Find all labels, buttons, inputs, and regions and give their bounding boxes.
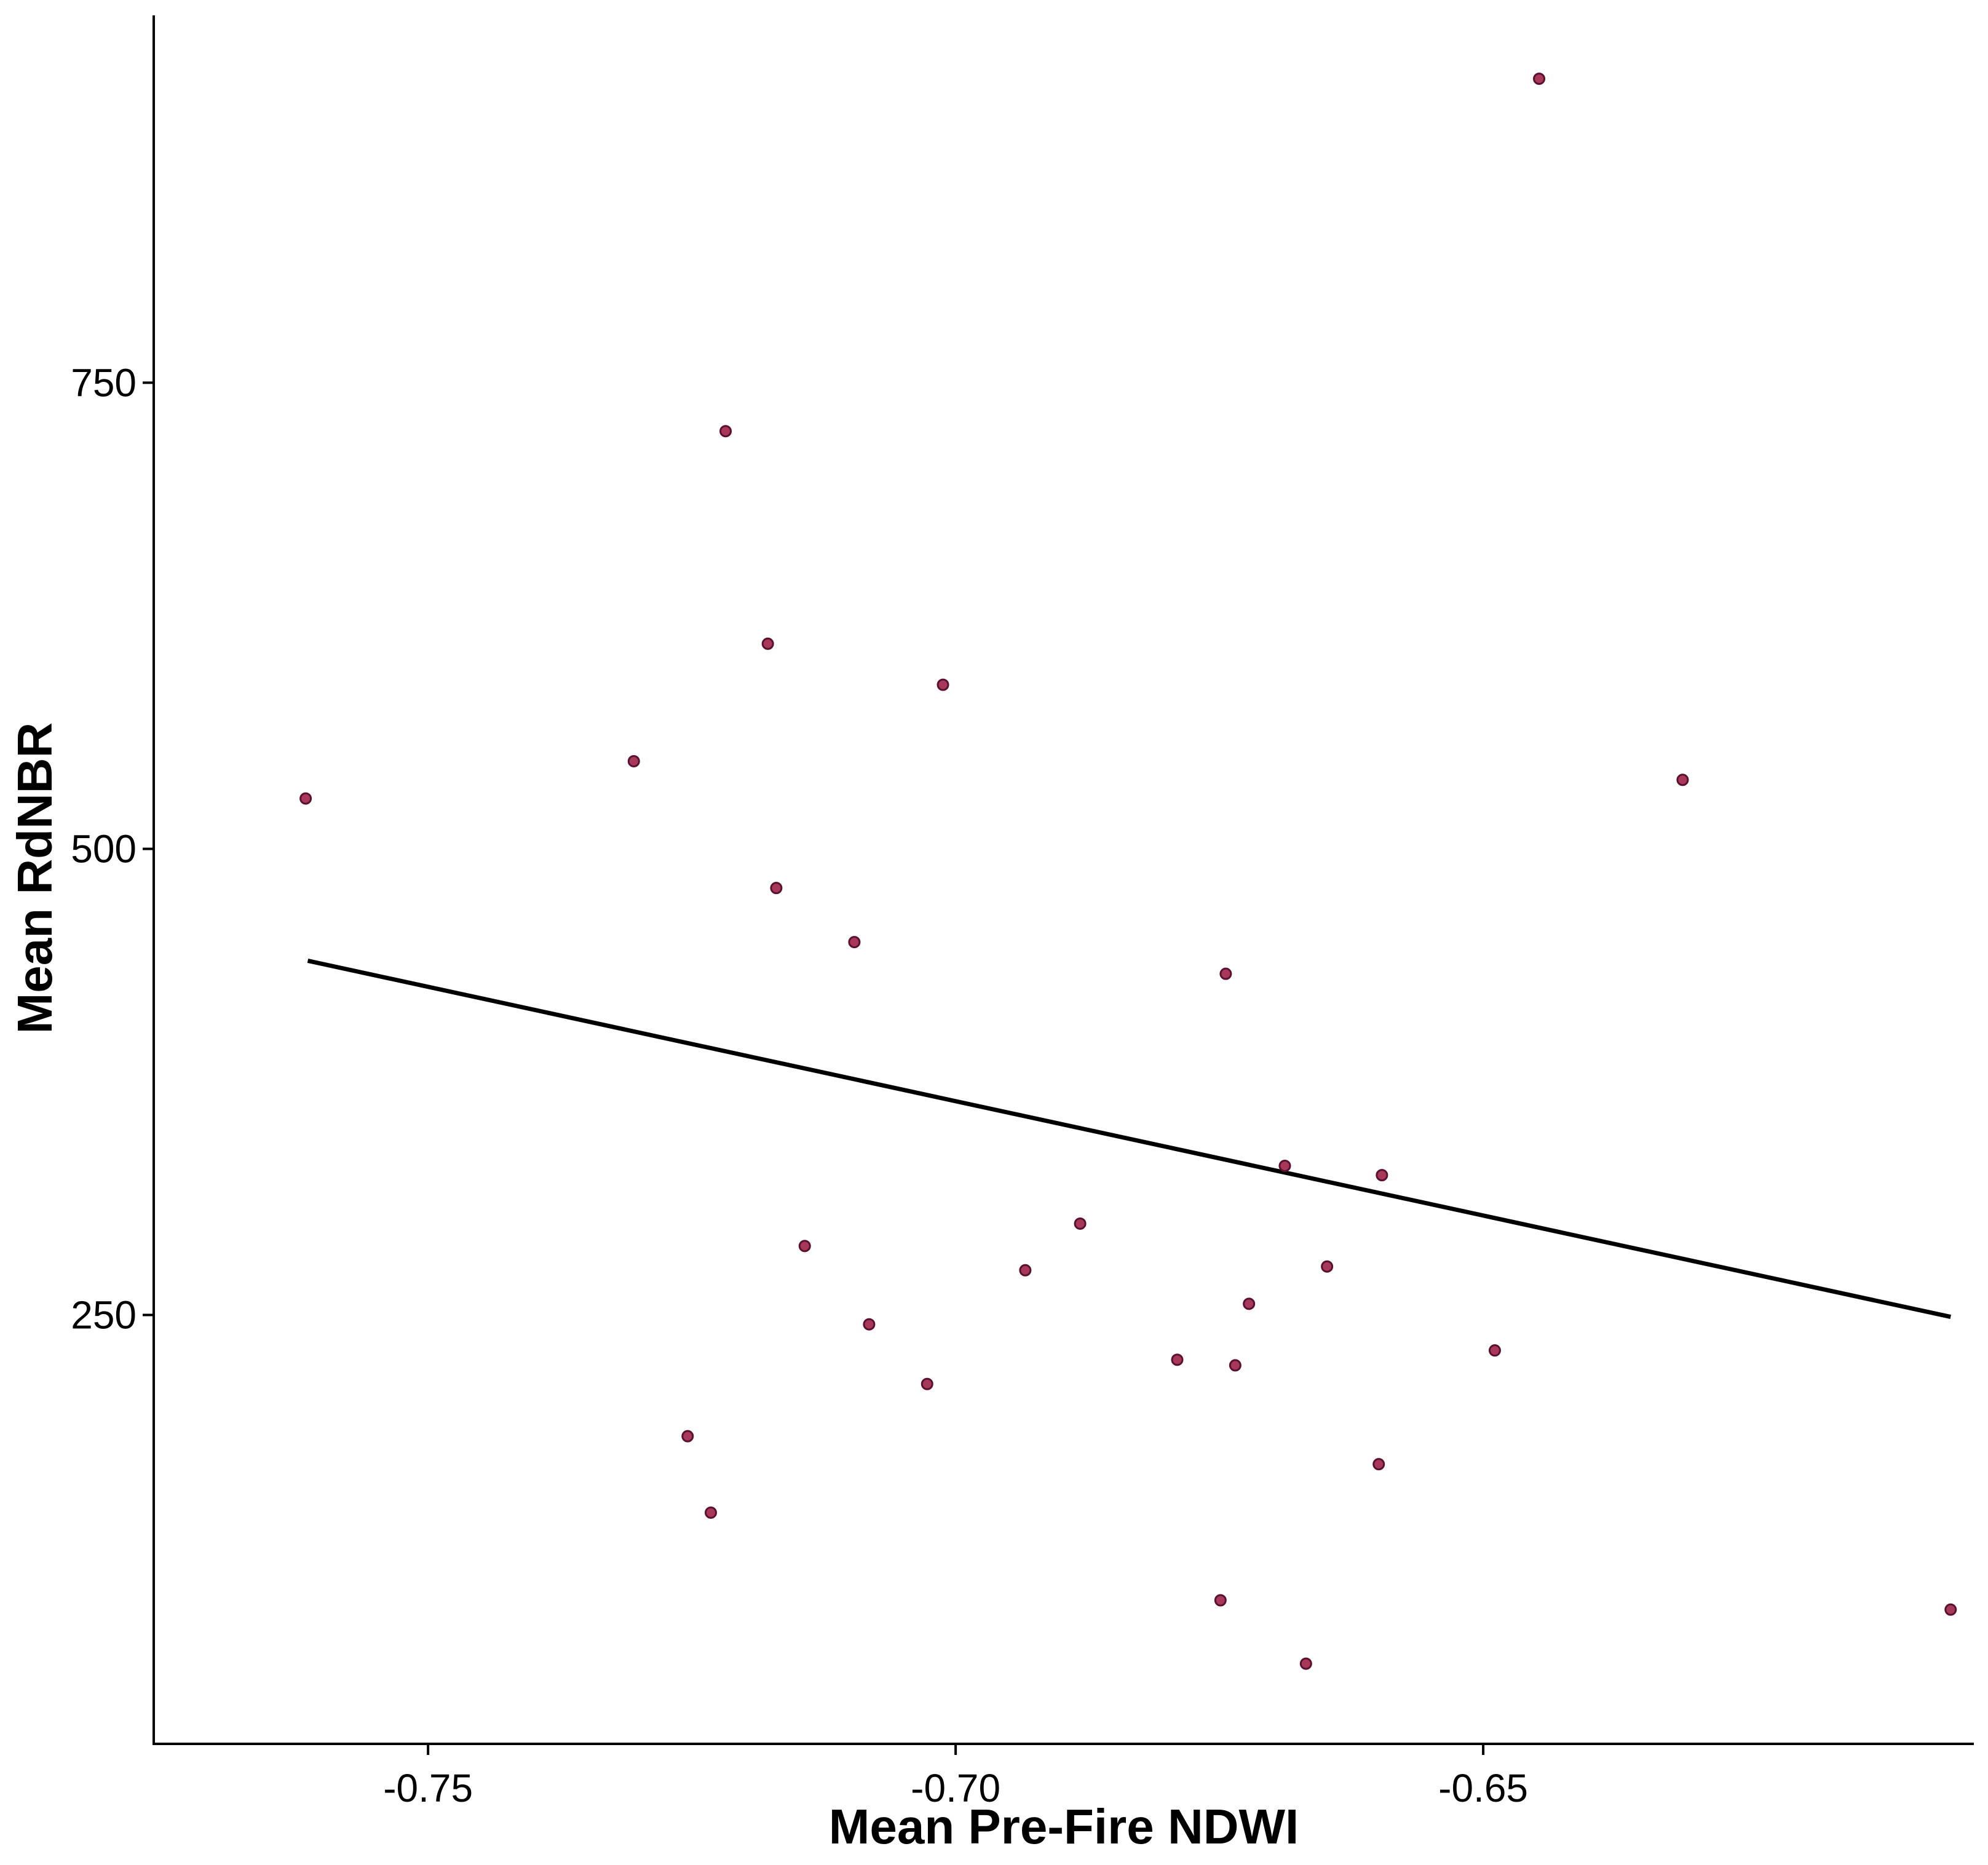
y-axis-ticks: 250 500 750 [71, 360, 154, 1337]
data-point [1533, 73, 1546, 85]
data-point [1074, 1217, 1087, 1230]
data-point [937, 678, 949, 691]
data-point [921, 1377, 933, 1390]
data-point [1019, 1264, 1032, 1277]
data-point [1488, 1344, 1501, 1357]
y-tick-label: 750 [71, 360, 137, 405]
x-tick-label: -0.75 [383, 1766, 473, 1810]
data-point [299, 792, 312, 805]
data-point [1676, 774, 1689, 786]
data-point [761, 637, 774, 650]
y-axis-title: Mean RdNBR [7, 723, 62, 1034]
data-point [1944, 1603, 1957, 1616]
data-point [681, 1430, 694, 1443]
data-point [848, 936, 861, 949]
data-point [1171, 1353, 1184, 1366]
y-tick-label: 250 [71, 1293, 137, 1337]
data-point [1299, 1657, 1312, 1670]
data-point [1219, 967, 1232, 980]
x-tick-label: -0.65 [1438, 1766, 1528, 1810]
regression-line [307, 958, 1951, 1320]
data-points [299, 73, 1957, 1670]
data-point [1278, 1159, 1291, 1172]
data-point [798, 1240, 811, 1253]
x-axis-ticks: -0.75 -0.70 -0.65 [383, 1744, 1528, 1810]
data-point [1243, 1297, 1256, 1310]
data-point [627, 754, 640, 767]
data-point [719, 425, 732, 438]
data-point [1214, 1594, 1227, 1607]
y-tick-label: 500 [71, 826, 137, 871]
data-point [1376, 1169, 1388, 1182]
data-point [705, 1506, 718, 1519]
data-point [1229, 1359, 1242, 1372]
data-point [770, 882, 783, 895]
x-tick-label: -0.70 [911, 1766, 1000, 1810]
x-axis-title: Mean Pre-Fire NDWI [829, 1799, 1299, 1854]
data-point [863, 1318, 876, 1331]
data-point [1321, 1260, 1334, 1273]
data-point [1372, 1458, 1385, 1471]
